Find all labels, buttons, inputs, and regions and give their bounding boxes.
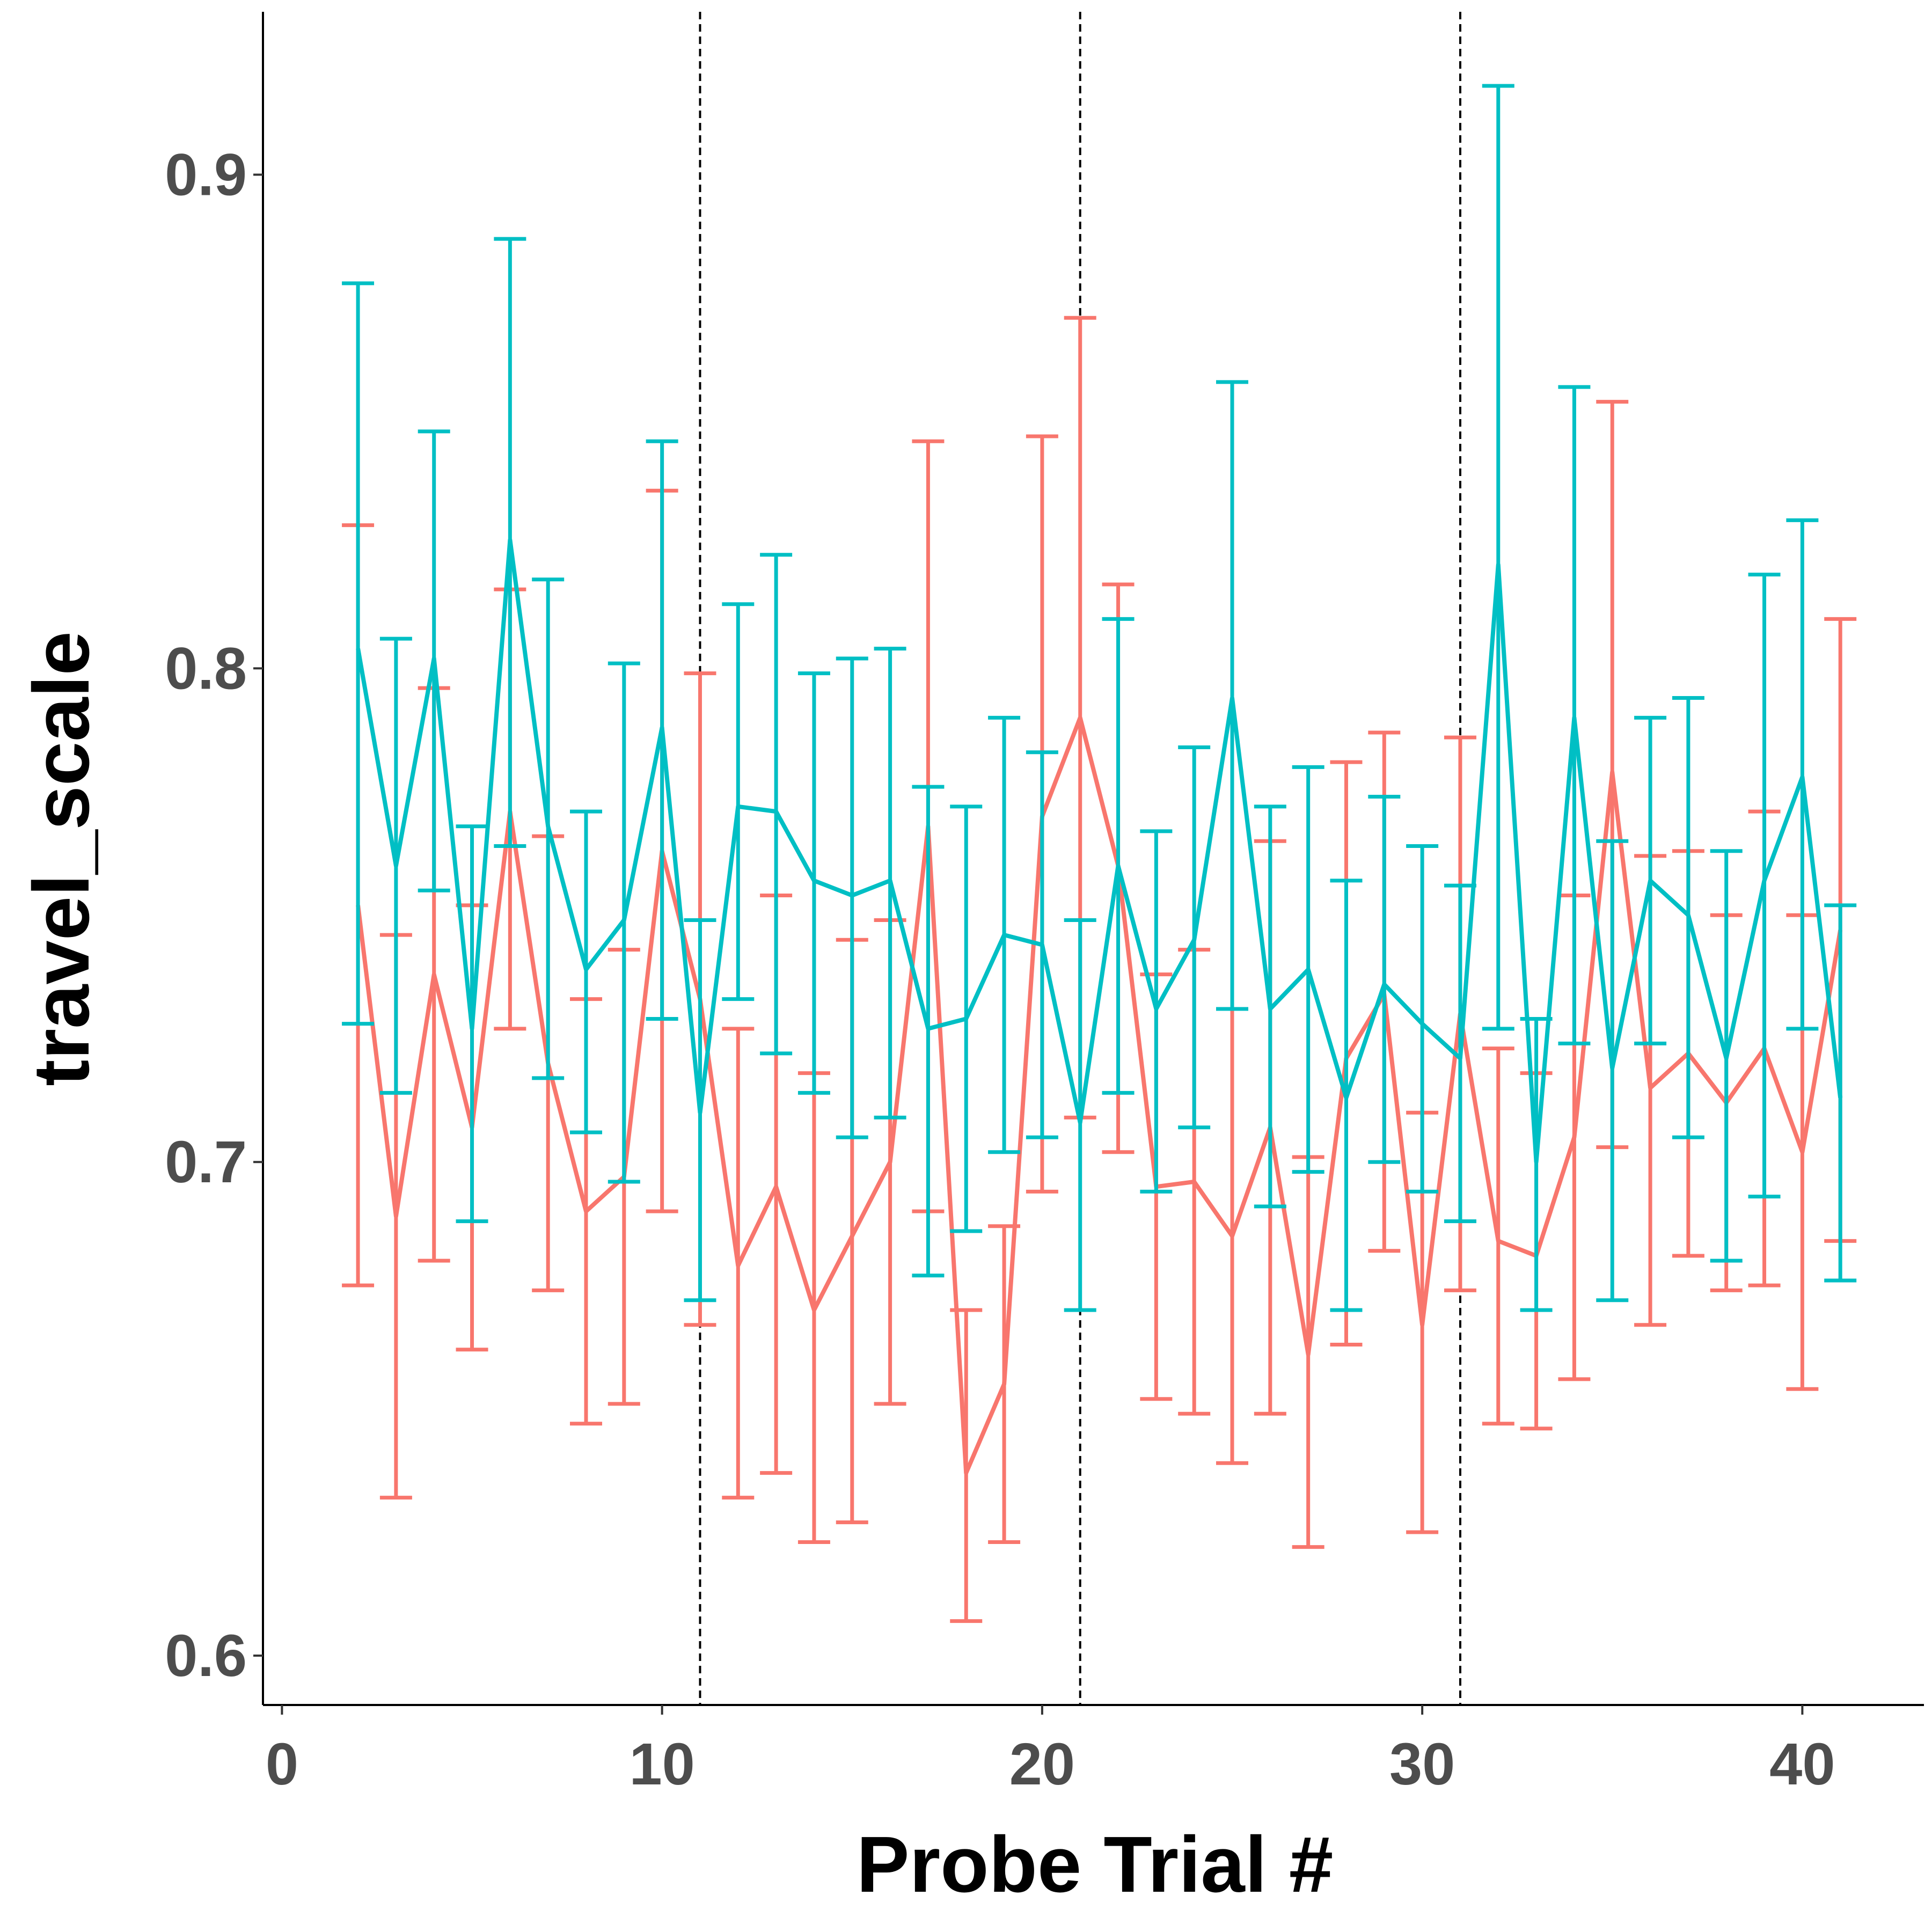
- x-tick-label: 40: [1769, 1731, 1835, 1797]
- axes: [262, 12, 1924, 1706]
- y-tick-label: 0.9: [165, 142, 247, 208]
- series-layer: [342, 84, 1857, 1623]
- series-line: [356, 715, 1843, 1475]
- series-line: [356, 538, 1843, 1165]
- series-2: [342, 84, 1857, 1312]
- y-tick-label: 0.8: [165, 635, 247, 701]
- x-tick-label: 0: [266, 1731, 298, 1797]
- ticks: 0 10 20 30 40 0.6 0.7 0.8 0.9: [165, 142, 1835, 1797]
- y-tick-label: 0.7: [165, 1129, 247, 1195]
- series-1: [342, 316, 1857, 1623]
- y-tick-label: 0.6: [165, 1623, 247, 1689]
- x-tick-label: 30: [1389, 1731, 1455, 1797]
- x-tick-label: 10: [629, 1731, 694, 1797]
- x-axis-title: Probe Trial #: [857, 1820, 1333, 1909]
- y-axis-title: travel_scale: [17, 631, 106, 1086]
- x-tick-label: 20: [1009, 1731, 1075, 1797]
